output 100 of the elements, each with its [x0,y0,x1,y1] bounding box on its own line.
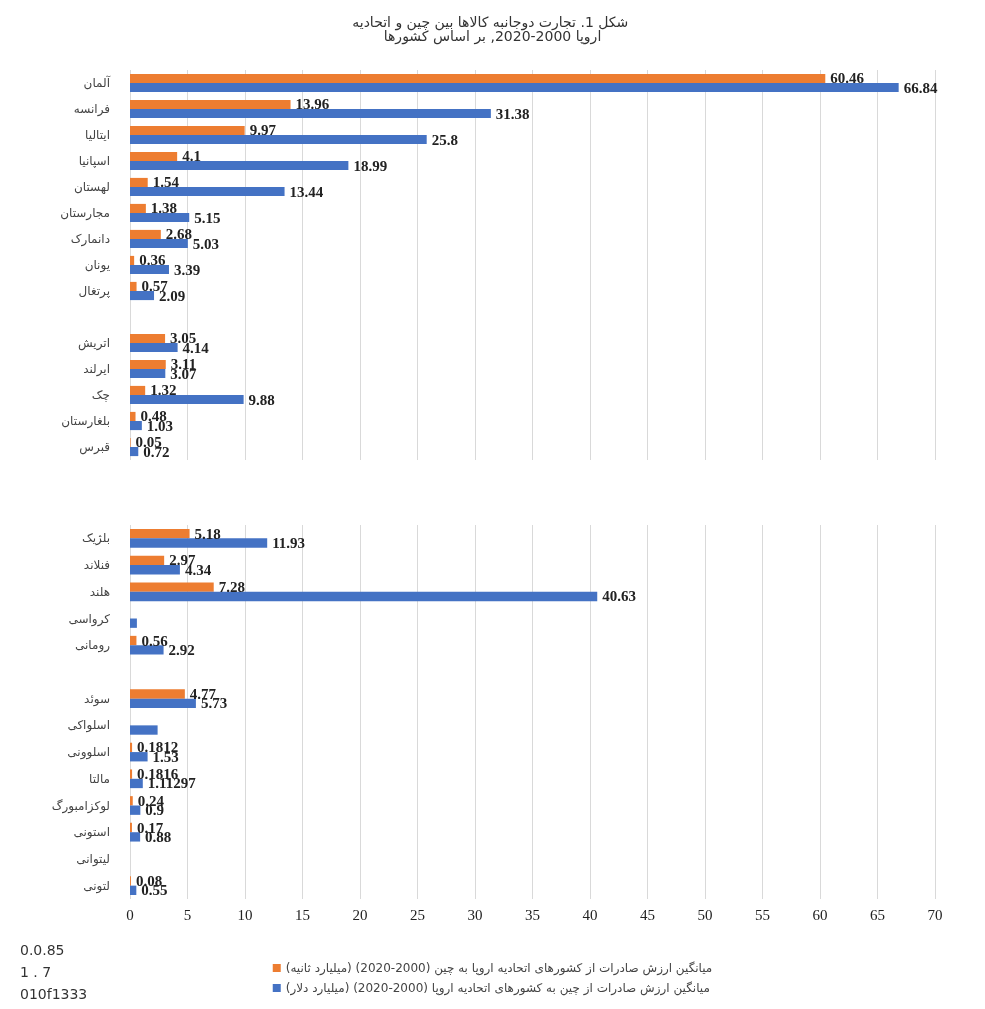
x-tick-label: 45 [640,906,655,923]
y-tick-label: چک [91,388,110,402]
data-label: 40.63 [602,588,636,605]
x-tick-label: 15 [295,906,310,923]
bar [130,135,427,145]
x-tick-label: 50 [697,906,713,923]
y-tick-label: سوئد [84,691,110,707]
bar [130,187,285,197]
y-tick-label: کرواسی [68,611,111,627]
bar [130,698,196,708]
y-tick-label: استونی [73,825,110,841]
bar [130,742,133,753]
x-tick-label: 0 [126,906,134,923]
y-tick-label: قبرس [79,440,110,455]
y-tick-label: ایتالیا [85,128,110,142]
data-label: 3.39 [173,261,201,278]
bar [130,213,190,223]
bar [130,618,137,628]
y-tick-label: پرتغال [78,284,110,299]
chart-title: شکل 1. تجارت دوجانبه کالاها بین چین و اتحادیه اروپا 2000-2020, بر اساس کشورها [352,14,633,45]
data-label: 1.54 [152,174,180,191]
y-tick-label: لوکزامبورگ [51,798,110,814]
bar [130,645,164,655]
y-tick-label: مجارستان [60,206,110,221]
bar [130,151,178,161]
bar [130,832,141,842]
bar [130,538,268,548]
legend-label: میانگین ارزش صادرات از کشورهای اتحادیه اروپا به چین (2000-2020) (میلیارد ثانیه) [285,961,713,976]
bar [130,239,188,249]
y-tick-label: اسپانیا [78,154,110,168]
data-label: 1.38 [150,200,178,217]
bar [130,333,166,343]
x-tick-label: 70 [927,906,943,923]
data-label: 60.46 [830,70,865,87]
data-label: 13.44 [289,183,324,200]
bar [130,591,598,602]
bar [130,109,491,119]
y-tick-label: هلند [89,584,110,599]
bar [130,689,185,699]
bar [130,281,137,291]
data-label: 5.15 [194,209,221,226]
y-tick-label: دانمارک [70,232,110,247]
bar [130,343,178,353]
bar [130,99,291,109]
bar [130,369,166,379]
data-label: 0.36 [139,252,166,269]
y-tick-label: مالتا [88,771,110,786]
data-label: 4.1 [182,148,201,165]
data-label: 5.18 [194,525,221,542]
data-label: 11.93 [272,535,306,552]
bar [130,265,169,275]
x-tick-label: 60 [812,906,828,923]
x-tick-label: 25 [410,906,425,923]
data-label: 2.68 [165,226,193,243]
bar [130,411,136,421]
y-tick-label: اتریش [78,336,110,351]
bar [130,203,146,213]
y-tick-label: بلغارستان [61,414,110,429]
data-label: 66.84 [903,79,938,96]
bar [130,83,899,93]
data-label: 9.97 [249,122,277,139]
y-tick-label: ایرلند [83,362,110,377]
x-tick-label: 35 [525,906,540,923]
data-label: 1.32 [150,382,177,399]
y-tick-label: آلمان [83,75,111,90]
data-label: 2.92 [168,641,195,658]
x-tick-label: 40 [582,906,598,923]
bar [130,752,148,762]
text: 010f1333 [20,986,88,1002]
data-label: 9.88 [248,391,275,408]
x-tick-label: 55 [755,906,770,923]
y-tick-label: رومانی [74,638,111,654]
bar [130,229,161,239]
y-tick-label: اسلواکی [67,718,110,734]
bar [130,73,826,83]
bar [130,725,158,735]
bar [130,555,165,566]
bar [130,582,214,592]
data-label: 18.99 [353,157,388,174]
bar [130,161,349,171]
y-tick-label: لهستان [74,180,110,194]
x-tick-label: 10 [237,906,253,923]
bar [130,805,141,815]
bar [130,291,155,301]
text: 1 . 7 [20,964,52,980]
data-label: 25.8 [431,131,458,148]
bar [130,125,245,135]
bar [130,421,142,431]
text: 0.0.85 [20,942,65,958]
bar [130,769,133,779]
bar [130,395,244,405]
x-tick-label: 20 [352,906,368,923]
bar [130,529,190,539]
y-tick-label: یونان [84,258,110,273]
data-label: 13.96 [295,96,330,113]
legend-label: میانگین ارزش صادرات از چین به کشورهای اتحادیه اروپا (2000-2020) (میلیارد دلار) [285,981,710,996]
x-tick-label: 5 [183,906,192,923]
data-label: 7.28 [218,579,245,596]
bar [130,796,133,806]
y-tick-label: فرانسه [73,102,110,117]
